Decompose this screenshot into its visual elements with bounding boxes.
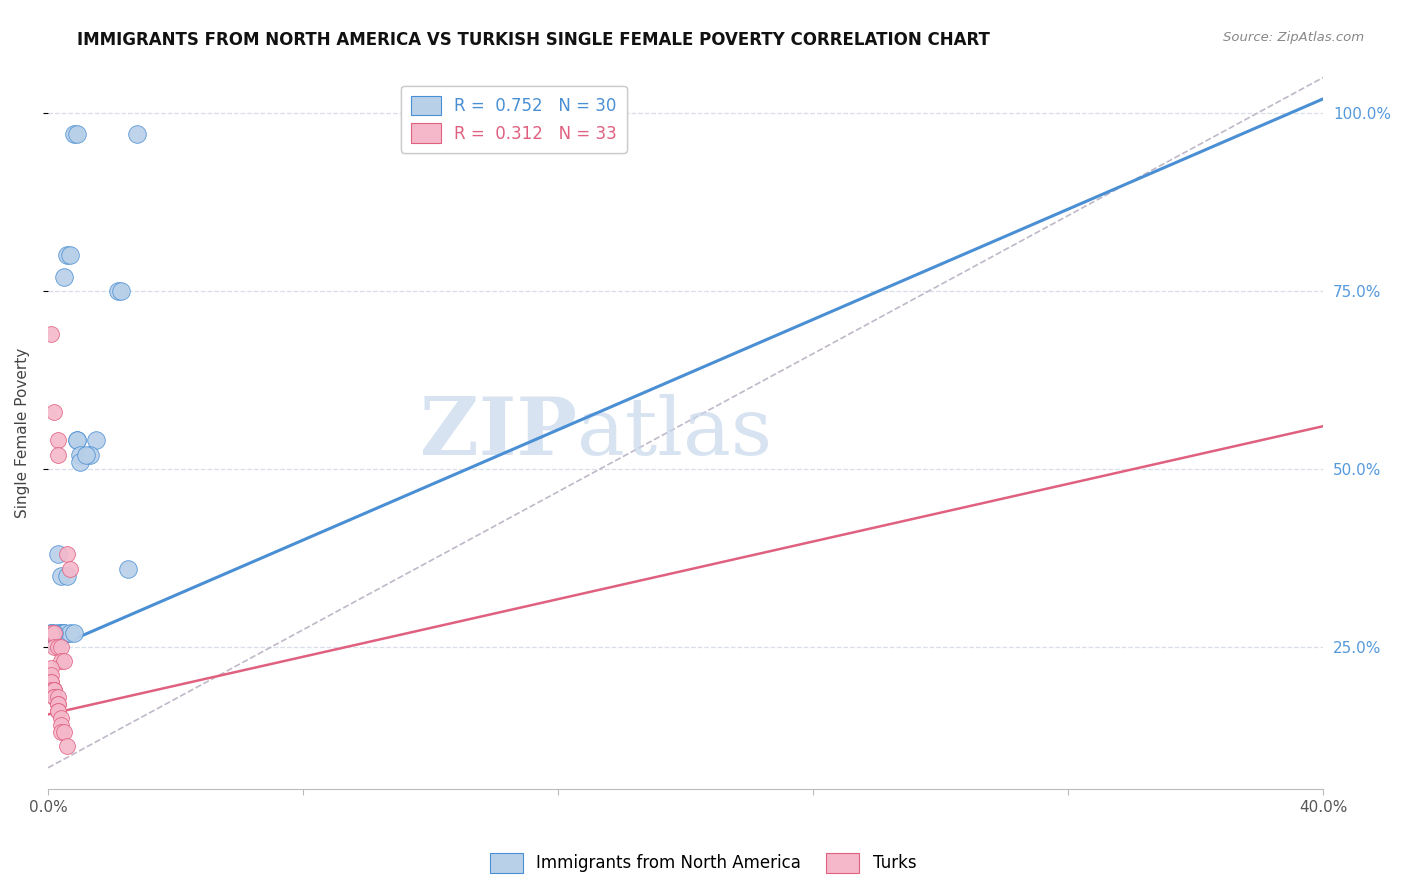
Point <box>39 675 62 690</box>
Point <box>53 269 76 284</box>
Point <box>84 434 107 448</box>
Point <box>49 625 72 640</box>
Point <box>46 434 69 448</box>
Point <box>39 625 62 640</box>
Point <box>49 568 72 582</box>
Point <box>44 405 66 419</box>
Point <box>107 284 129 298</box>
Point <box>66 434 89 448</box>
Text: IMMIGRANTS FROM NORTH AMERICA VS TURKISH SINGLE FEMALE POVERTY CORRELATION CHART: IMMIGRANTS FROM NORTH AMERICA VS TURKISH… <box>77 31 990 49</box>
Point <box>39 668 62 682</box>
Point <box>49 725 72 739</box>
Point <box>49 718 72 732</box>
Point <box>39 625 62 640</box>
Point <box>46 448 69 462</box>
Point <box>39 326 62 341</box>
Point <box>49 640 72 654</box>
Point <box>59 248 82 262</box>
Point <box>49 625 72 640</box>
Point <box>44 625 66 640</box>
Point <box>79 448 101 462</box>
Legend: R =  0.752   N = 30, R =  0.312   N = 33: R = 0.752 N = 30, R = 0.312 N = 33 <box>401 86 627 153</box>
Point <box>39 675 62 690</box>
Point <box>56 739 79 754</box>
Point <box>49 654 72 668</box>
Point <box>39 625 62 640</box>
Point <box>62 625 84 640</box>
Point <box>44 625 66 640</box>
Point <box>53 725 76 739</box>
Point <box>66 128 89 142</box>
Point <box>59 561 82 575</box>
Point <box>49 711 72 725</box>
Point <box>56 547 79 561</box>
Point <box>56 568 79 582</box>
Point <box>46 704 69 718</box>
Point <box>46 625 69 640</box>
Point <box>59 625 82 640</box>
Point <box>44 682 66 697</box>
Point <box>69 455 91 469</box>
Point <box>46 690 69 704</box>
Point <box>46 697 69 711</box>
Text: ZIP: ZIP <box>420 394 578 472</box>
Text: Source: ZipAtlas.com: Source: ZipAtlas.com <box>1223 31 1364 45</box>
Point <box>44 682 66 697</box>
Point <box>66 434 89 448</box>
Point <box>44 682 66 697</box>
Point <box>110 284 132 298</box>
Point <box>39 661 62 675</box>
Point <box>62 128 84 142</box>
Point <box>44 640 66 654</box>
Point <box>44 690 66 704</box>
Legend: Immigrants from North America, Turks: Immigrants from North America, Turks <box>482 847 924 880</box>
Y-axis label: Single Female Poverty: Single Female Poverty <box>15 348 30 518</box>
Point <box>127 128 149 142</box>
Text: atlas: atlas <box>578 394 772 472</box>
Point <box>53 625 76 640</box>
Point <box>46 640 69 654</box>
Point <box>39 682 62 697</box>
Point <box>117 561 139 575</box>
Point <box>46 704 69 718</box>
Point <box>75 448 97 462</box>
Point <box>56 248 79 262</box>
Point <box>46 697 69 711</box>
Point <box>46 547 69 561</box>
Point <box>53 654 76 668</box>
Point <box>69 448 91 462</box>
Point <box>595 128 617 142</box>
Point <box>44 690 66 704</box>
Point <box>53 625 76 640</box>
